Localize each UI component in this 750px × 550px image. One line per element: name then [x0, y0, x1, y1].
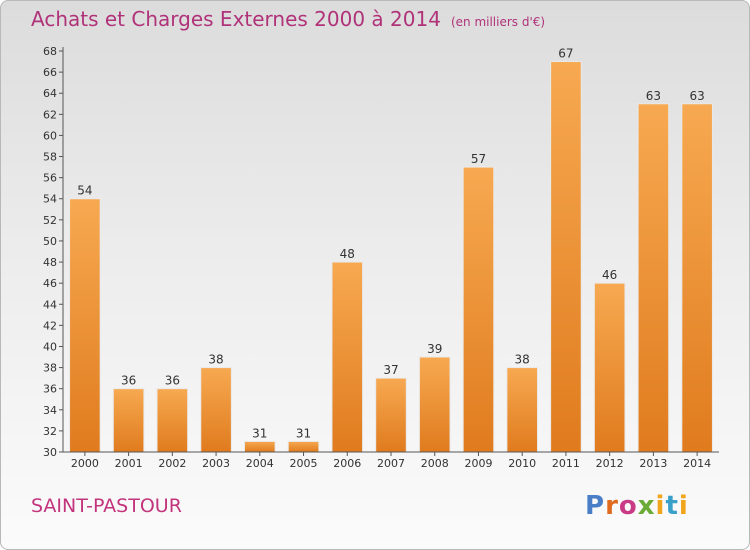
bar-value-label: 36 — [121, 374, 136, 388]
bar-value-label: 57 — [471, 152, 486, 166]
x-tick-label: 2001 — [115, 457, 143, 470]
y-tick-label: 52 — [43, 214, 57, 227]
y-tick-label: 68 — [43, 45, 57, 58]
y-tick-label: 42 — [43, 319, 57, 332]
y-tick-label: 36 — [43, 383, 57, 396]
x-tick-label: 2002 — [158, 457, 186, 470]
y-tick-label: 48 — [43, 256, 57, 269]
x-tick-label: 2009 — [464, 457, 492, 470]
bar-value-label: 63 — [689, 89, 704, 103]
x-tick-label: 2007 — [377, 457, 405, 470]
y-tick-label: 60 — [43, 129, 57, 142]
x-tick-label: 2012 — [596, 457, 624, 470]
bar-value-label: 38 — [515, 353, 530, 367]
bar — [156, 388, 189, 453]
bar-value-label: 63 — [646, 89, 661, 103]
y-tick-label: 56 — [43, 172, 57, 185]
y-tick-label: 40 — [43, 340, 57, 353]
bar-value-label: 46 — [602, 268, 617, 282]
y-tick-label: 54 — [43, 193, 57, 206]
y-tick-label: 32 — [43, 425, 57, 438]
bar-value-label: 36 — [165, 374, 180, 388]
y-tick-label: 44 — [43, 298, 57, 311]
bar — [637, 103, 670, 453]
y-tick-label: 34 — [43, 404, 57, 417]
bar-value-label: 48 — [340, 247, 355, 261]
bar-value-label: 31 — [296, 426, 311, 440]
commune-name: SAINT-PASTOUR — [31, 495, 182, 517]
bar — [287, 440, 320, 453]
unit-label: (en milliers d'€) — [450, 15, 546, 29]
x-tick-label: 2008 — [421, 457, 449, 470]
proxiti-logo: Proxiti — [585, 491, 689, 521]
bar-value-label: 67 — [558, 47, 573, 61]
x-tick-label: 2005 — [290, 457, 318, 470]
y-tick-label: 62 — [43, 108, 57, 121]
y-tick-label: 38 — [43, 362, 57, 375]
bar-value-label: 54 — [77, 184, 92, 198]
x-tick-label: 2011 — [552, 457, 580, 470]
x-tick-label: 2013 — [639, 457, 667, 470]
bar — [200, 367, 232, 453]
bar — [462, 166, 495, 453]
y-tick-label: 30 — [43, 446, 57, 459]
chart-title: Achats et Charges Externes 2000 à 2014 (e… — [31, 7, 546, 31]
bar — [243, 440, 276, 453]
bar-value-label: 38 — [208, 353, 223, 367]
bar — [375, 377, 407, 453]
bar — [506, 367, 539, 453]
bar — [331, 261, 364, 453]
x-tick-label: 2004 — [246, 457, 274, 470]
y-tick-label: 58 — [43, 151, 57, 164]
y-tick-label: 66 — [43, 66, 57, 79]
bar — [69, 198, 101, 453]
x-tick-label: 2006 — [333, 457, 361, 470]
bar — [681, 103, 713, 453]
x-tick-label: 2003 — [202, 457, 230, 470]
bar — [593, 282, 626, 453]
bar — [550, 61, 582, 453]
bar — [418, 356, 451, 453]
bar-value-label: 39 — [427, 342, 442, 356]
y-tick-label: 64 — [43, 87, 57, 100]
bar — [112, 388, 145, 453]
x-tick-label: 2000 — [71, 457, 99, 470]
y-tick-label: 50 — [43, 235, 57, 248]
x-tick-label: 2010 — [508, 457, 536, 470]
bar-value-label: 31 — [252, 426, 267, 440]
x-tick-label: 2014 — [683, 457, 711, 470]
y-tick-label: 46 — [43, 277, 57, 290]
bar-value-label: 37 — [383, 363, 398, 377]
